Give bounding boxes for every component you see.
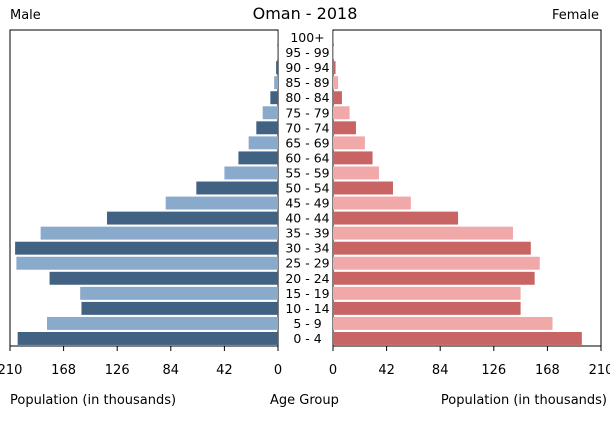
chart-title: Oman - 2018 <box>252 4 358 23</box>
male-bar <box>262 106 278 120</box>
male-bar <box>16 256 279 270</box>
female-bar <box>333 121 356 135</box>
age-group-label: 20 - 24 <box>285 271 329 286</box>
female-bar <box>333 76 339 90</box>
x-tick-label-male: 84 <box>163 363 180 378</box>
male-bar <box>80 286 278 300</box>
female-bar <box>333 136 365 150</box>
age-group-label: 65 - 69 <box>285 135 329 150</box>
female-bar <box>333 196 411 210</box>
male-bar <box>248 136 278 150</box>
age-group-label: 75 - 79 <box>285 105 329 120</box>
male-bar <box>81 301 278 315</box>
age-group-label: 80 - 84 <box>285 90 329 105</box>
male-bar <box>40 226 278 240</box>
female-bar <box>333 316 553 330</box>
female-bar <box>333 286 521 300</box>
age-group-label: 35 - 39 <box>285 226 329 241</box>
male-bar <box>274 76 278 90</box>
female-label: Female <box>551 8 599 23</box>
female-bar <box>333 211 459 225</box>
female-bar <box>333 256 540 270</box>
male-bar <box>276 46 278 60</box>
x-tick-label-male: 126 <box>105 363 130 378</box>
x-tick-label-female: 84 <box>432 363 449 378</box>
x-axis-label-female: Population (in thousands) <box>440 393 607 408</box>
female-bar <box>333 332 582 345</box>
male-bar <box>49 271 278 285</box>
female-bar <box>333 106 350 120</box>
age-group-label: 30 - 34 <box>285 241 329 256</box>
female-bar <box>333 166 379 180</box>
x-axis-label-center: Age Group <box>270 393 339 408</box>
age-group-label: 15 - 19 <box>285 286 329 301</box>
female-bar <box>333 46 335 60</box>
age-group-label: 45 - 49 <box>285 196 329 211</box>
female-bar <box>333 241 531 255</box>
male-label: Male <box>10 8 41 23</box>
age-group-label: 100+ <box>290 30 324 45</box>
age-group-label: 0 - 4 <box>293 331 321 346</box>
age-group-label: 90 - 94 <box>285 60 329 75</box>
female-bar <box>333 91 342 105</box>
female-bar <box>333 151 373 165</box>
female-bar <box>333 61 336 75</box>
x-tick-label-male: 210 <box>0 363 22 378</box>
x-tick-label-male: 0 <box>274 363 282 378</box>
x-tick-label-male: 168 <box>51 363 76 378</box>
male-bar <box>196 181 278 195</box>
x-tick-label-female: 210 <box>589 363 610 378</box>
x-tick-label-female: 42 <box>378 363 395 378</box>
age-group-label: 60 - 64 <box>285 150 329 165</box>
age-group-label: 25 - 29 <box>285 256 329 271</box>
male-bar <box>165 196 278 210</box>
male-bar <box>256 121 278 135</box>
male-bar <box>276 61 278 75</box>
male-bar <box>47 316 279 330</box>
female-bar <box>333 181 393 195</box>
male-bar <box>238 151 278 165</box>
age-group-label: 40 - 44 <box>285 211 329 226</box>
male-bar <box>270 91 278 105</box>
male-bar <box>17 332 279 345</box>
age-group-label: 55 - 59 <box>285 165 329 180</box>
age-group-label: 70 - 74 <box>285 120 329 135</box>
female-bar <box>333 301 521 315</box>
age-group-label: 50 - 54 <box>285 181 329 196</box>
x-axis-label-male: Population (in thousands) <box>10 393 177 408</box>
age-group-label: 95 - 99 <box>285 45 329 60</box>
female-bar <box>333 226 513 240</box>
male-bar <box>15 241 278 255</box>
age-group-label: 10 - 14 <box>285 301 329 316</box>
female-bar <box>333 271 535 285</box>
x-tick-label-female: 0 <box>329 363 337 378</box>
x-tick-label-female: 168 <box>535 363 560 378</box>
male-bar <box>106 211 278 225</box>
age-group-label: 85 - 89 <box>285 75 329 90</box>
male-bar <box>224 166 278 180</box>
age-group-label: 5 - 9 <box>293 316 321 331</box>
x-tick-label-female: 126 <box>481 363 506 378</box>
x-tick-label-male: 42 <box>216 363 233 378</box>
